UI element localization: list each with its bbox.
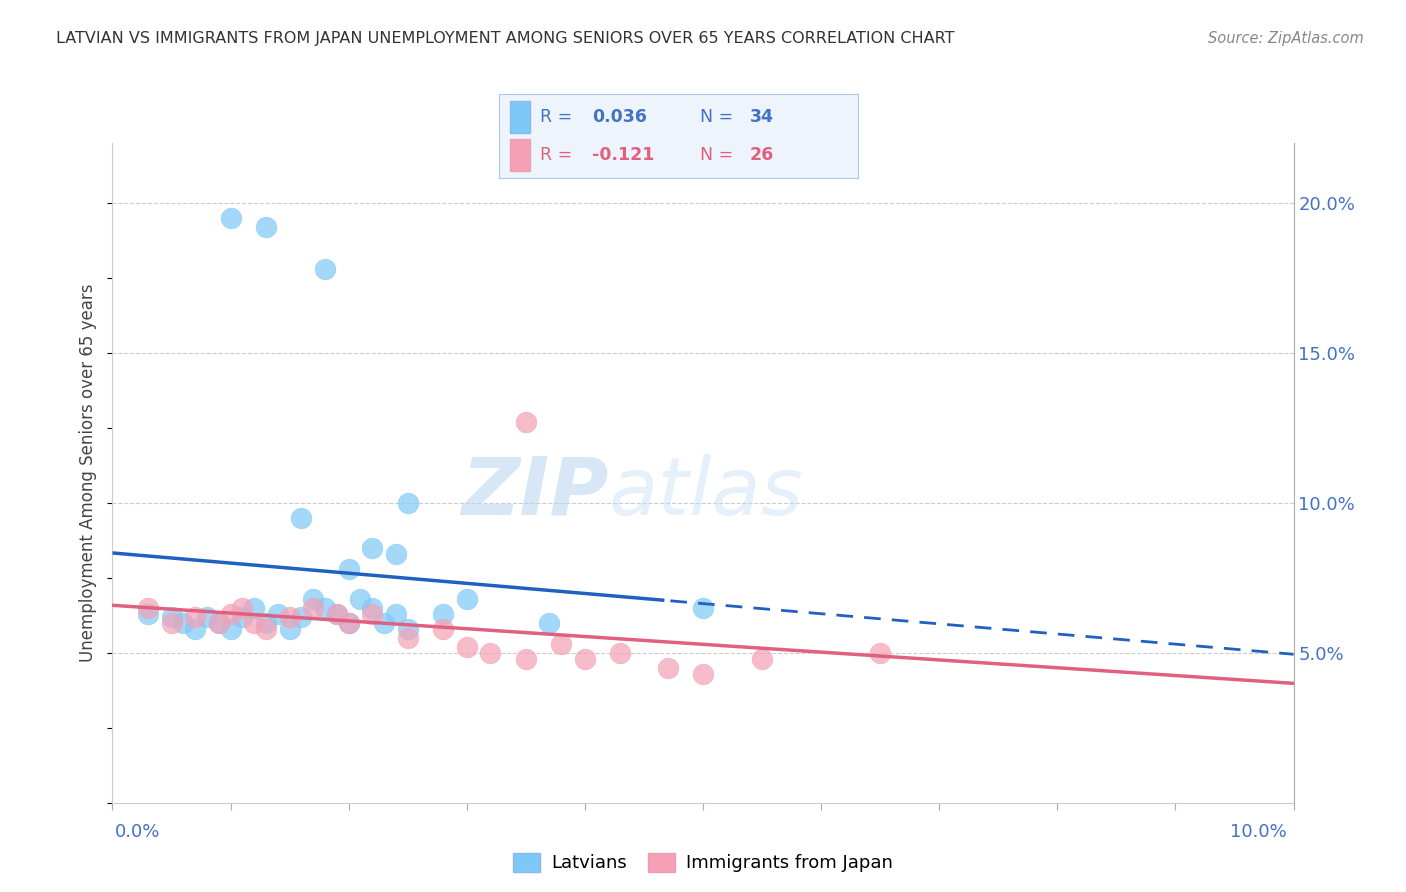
Point xyxy=(302,591,325,606)
Point xyxy=(385,547,408,561)
Text: 0.0%: 0.0% xyxy=(115,822,160,840)
Point xyxy=(373,615,395,630)
Point xyxy=(479,646,502,660)
Point xyxy=(184,609,207,624)
Point xyxy=(361,600,384,615)
Text: 34: 34 xyxy=(751,109,775,127)
Point xyxy=(208,615,231,630)
Point xyxy=(231,600,253,615)
Text: ZIP: ZIP xyxy=(461,453,609,532)
Point xyxy=(692,600,714,615)
Point xyxy=(290,510,312,524)
Point xyxy=(314,600,336,615)
Text: LATVIAN VS IMMIGRANTS FROM JAPAN UNEMPLOYMENT AMONG SENIORS OVER 65 YEARS CORREL: LATVIAN VS IMMIGRANTS FROM JAPAN UNEMPLO… xyxy=(56,31,955,46)
Point xyxy=(432,607,454,621)
Text: R =: R = xyxy=(540,145,578,163)
Point xyxy=(243,615,266,630)
Text: 10.0%: 10.0% xyxy=(1230,822,1286,840)
Point xyxy=(550,637,572,651)
Point xyxy=(326,607,349,621)
Point xyxy=(231,609,253,624)
Point xyxy=(243,600,266,615)
Point xyxy=(337,615,360,630)
Point xyxy=(349,591,371,606)
Point xyxy=(326,607,349,621)
Point xyxy=(515,652,537,666)
Point xyxy=(314,261,336,276)
Text: N =: N = xyxy=(700,145,738,163)
Text: N =: N = xyxy=(700,109,738,127)
Point xyxy=(432,622,454,636)
Point xyxy=(456,640,478,654)
Point xyxy=(609,646,631,660)
Legend: Latvians, Immigrants from Japan: Latvians, Immigrants from Japan xyxy=(506,846,900,880)
Y-axis label: Unemployment Among Seniors over 65 years: Unemployment Among Seniors over 65 years xyxy=(79,284,97,662)
Point xyxy=(574,652,596,666)
Point xyxy=(219,622,242,636)
Point xyxy=(160,615,183,630)
Point xyxy=(278,609,301,624)
Point xyxy=(208,615,231,630)
Point xyxy=(302,600,325,615)
Point xyxy=(337,615,360,630)
Text: 0.036: 0.036 xyxy=(592,109,647,127)
Text: atlas: atlas xyxy=(609,453,803,532)
Point xyxy=(172,615,194,630)
Point xyxy=(396,622,419,636)
Point xyxy=(361,541,384,555)
Text: R =: R = xyxy=(540,109,578,127)
Point xyxy=(267,607,290,621)
Text: 26: 26 xyxy=(751,145,775,163)
Point xyxy=(219,211,242,225)
Point xyxy=(254,622,277,636)
Point xyxy=(869,646,891,660)
Text: -0.121: -0.121 xyxy=(592,145,655,163)
Point xyxy=(396,496,419,510)
Point xyxy=(278,622,301,636)
Bar xyxy=(510,138,530,170)
Point xyxy=(254,615,277,630)
Point xyxy=(136,607,159,621)
Text: Source: ZipAtlas.com: Source: ZipAtlas.com xyxy=(1208,31,1364,46)
Point xyxy=(219,607,242,621)
Point xyxy=(657,661,679,675)
Point xyxy=(538,615,561,630)
Point xyxy=(290,609,312,624)
Point xyxy=(385,607,408,621)
Point xyxy=(337,562,360,576)
Point xyxy=(396,631,419,645)
Point xyxy=(136,600,159,615)
Point xyxy=(254,219,277,234)
Point xyxy=(515,415,537,429)
Point xyxy=(195,609,218,624)
Bar xyxy=(510,102,530,134)
Point xyxy=(456,591,478,606)
Point xyxy=(751,652,773,666)
Point xyxy=(692,666,714,681)
Point xyxy=(361,607,384,621)
Point xyxy=(184,622,207,636)
Point xyxy=(160,609,183,624)
